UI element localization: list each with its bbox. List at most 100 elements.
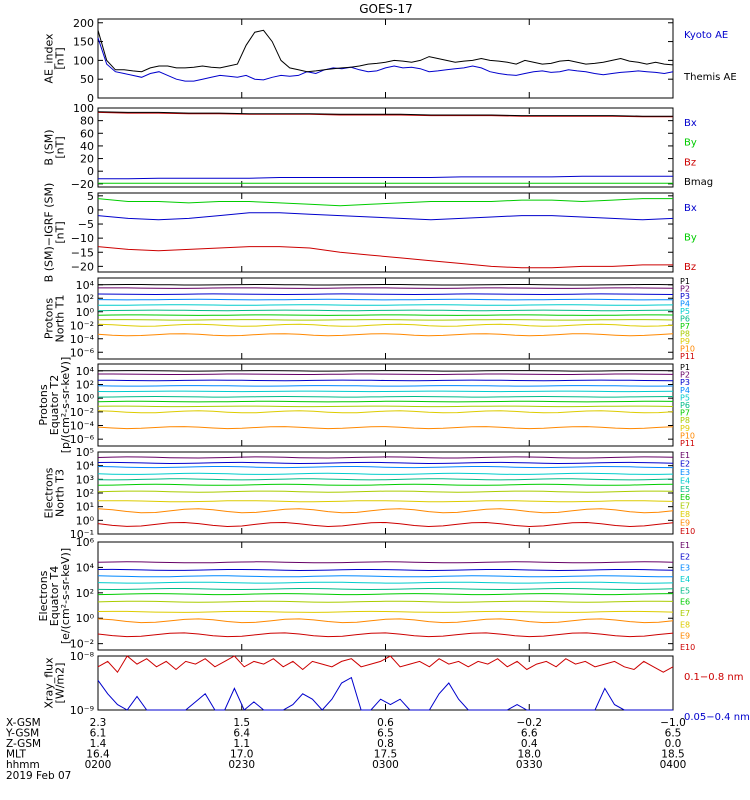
series-line-e1: [97, 456, 674, 459]
series-line-p1: [97, 370, 674, 372]
legend-entry: P4: [680, 386, 690, 395]
legend-entry: P4: [680, 300, 690, 309]
legend-entry: Bmag: [684, 177, 713, 188]
series-line-kyoto-ae: [97, 37, 674, 82]
series-line-e7: [97, 490, 674, 493]
legend-entry: P3: [680, 292, 690, 301]
y-tick-label: 200: [73, 17, 94, 30]
y-tick-label: −20: [71, 178, 94, 191]
y-tick-label: 10¹: [76, 501, 94, 514]
plot-date: 2019 Feb 07: [6, 770, 71, 782]
legend-entry: P7: [680, 409, 690, 418]
series-line-bx: [98, 175, 673, 180]
legend-entry: P5: [680, 393, 690, 402]
y-axis-label: Electrons: [43, 467, 56, 518]
y-tick-label: 10⁻²: [70, 406, 94, 419]
panel-frame: [97, 277, 674, 360]
series-line-p8: [97, 405, 674, 408]
y-tick-label: 10⁴: [76, 561, 95, 574]
legend-entry: E2: [680, 552, 690, 561]
legend-entry: E3: [680, 564, 690, 573]
footer-value: −0.2: [517, 717, 543, 729]
series-line-bz: [97, 246, 673, 269]
series-line-by: [97, 198, 673, 207]
series-line-p5: [97, 390, 674, 393]
legend-entry: P6: [680, 401, 690, 410]
y-tick-label: 10²: [76, 587, 94, 600]
legend-entry: E1: [680, 541, 690, 550]
series-line-e6: [97, 593, 674, 596]
legend-entry: E4: [680, 476, 690, 485]
footer-value: 0.6: [377, 717, 394, 729]
footer-value: 18.5: [661, 749, 684, 761]
panel-frame: [97, 192, 674, 273]
series-line-p10: [97, 426, 674, 430]
legend-entry: E8: [680, 510, 690, 519]
legend-entry: P5: [680, 307, 690, 316]
legend-entry: 0.1−0.8 nm: [684, 672, 743, 683]
footer-value: 0.0: [665, 738, 682, 750]
series-line-p4: [97, 298, 674, 301]
y-axis-label: [e/(cm²-s-sr-keV)]: [59, 548, 72, 644]
series-line-p8: [97, 319, 674, 321]
footer-value: 17.0: [230, 749, 253, 761]
legend-entry: P2: [680, 285, 690, 294]
footer-value: 0400: [660, 759, 687, 771]
y-tick-label: 10⁰: [76, 306, 95, 319]
series-line-e8: [97, 500, 674, 503]
y-tick-label: 20: [80, 153, 94, 166]
y-tick-label: 10⁻¹: [70, 528, 94, 541]
legend-entry: E10: [680, 643, 695, 652]
series-line-0-1-0-8-nm: [97, 655, 674, 674]
panel-frame: [97, 451, 674, 535]
legend-entry: By: [684, 233, 697, 244]
footer-value: 6.5: [665, 728, 682, 740]
footer-row-label: hhmm: [6, 759, 40, 771]
y-axis-label: Electrons: [37, 570, 50, 621]
legend-entry: P11: [680, 352, 695, 361]
y-tick-label: 100: [73, 102, 94, 115]
panel-frame: [97, 107, 674, 188]
y-axis-label: [W/m2]: [54, 663, 67, 704]
legend-entry: E1: [680, 451, 690, 460]
footer-value: 6.1: [90, 728, 107, 740]
y-axis-label: [nT]: [54, 47, 67, 69]
y-tick-label: 10⁻⁶: [70, 433, 95, 446]
series-line-p6: [97, 309, 674, 312]
legend-entry: P1: [680, 363, 690, 372]
series-line-e4: [97, 472, 674, 475]
legend-entry: 0.05−0.4 nm: [684, 712, 750, 723]
y-tick-label: 10⁵: [76, 446, 94, 459]
y-tick-label: 10⁻²: [70, 319, 94, 332]
y-tick-label: 10²: [76, 379, 94, 392]
panel-frame: [97, 363, 674, 447]
series-line-p6: [97, 395, 674, 398]
series-line-e9: [97, 618, 674, 624]
footer-value: 0.8: [377, 738, 394, 750]
panel-frame: [97, 18, 674, 99]
y-tick-label: 10⁻⁸: [70, 650, 95, 663]
legend-entry: E9: [680, 519, 690, 528]
footer-value: 16.4: [86, 749, 110, 761]
legend-entry: By: [684, 138, 697, 149]
legend-entry: P8: [680, 416, 690, 425]
legend-entry: Bx: [684, 118, 697, 129]
legend-entry: E9: [680, 632, 690, 641]
panel-b_igrf: −20−15−10−505 B (SM)−IGRF (SM)[nT] Bx By Bz: [43, 183, 697, 283]
series-line-e7: [97, 600, 674, 603]
series-line-bz: [97, 111, 673, 118]
series-line-p2: [98, 373, 674, 375]
legend-entry: P11: [680, 439, 695, 448]
series-line-p5: [97, 304, 674, 306]
series-line-p1: [97, 284, 674, 286]
series-line-e3: [97, 575, 674, 578]
legend-entry: E10: [680, 527, 695, 536]
series-line-e10: [97, 632, 674, 638]
legend-entry: E3: [680, 468, 690, 477]
legend-entry: E4: [680, 575, 690, 584]
series-line-e2: [97, 568, 674, 572]
footer-value: 1.1: [233, 738, 250, 750]
